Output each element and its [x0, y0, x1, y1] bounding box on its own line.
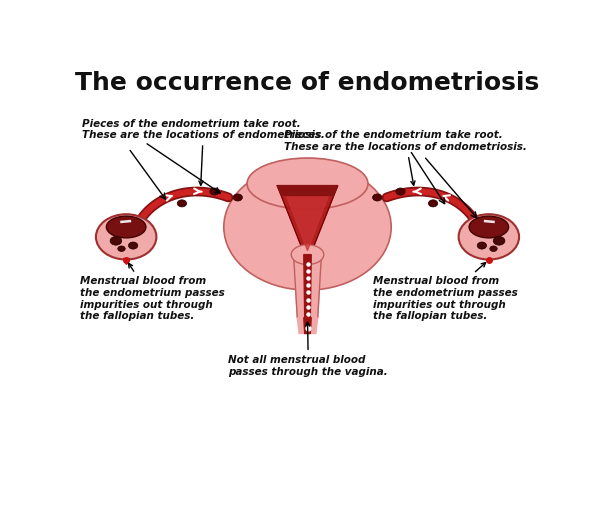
Polygon shape	[277, 186, 338, 252]
Ellipse shape	[210, 188, 219, 195]
Ellipse shape	[96, 214, 157, 260]
Ellipse shape	[477, 242, 487, 249]
Text: The occurrence of endometriosis: The occurrence of endometriosis	[76, 71, 539, 95]
Polygon shape	[304, 254, 311, 317]
Polygon shape	[277, 186, 338, 196]
Ellipse shape	[106, 216, 146, 238]
Ellipse shape	[128, 242, 138, 249]
Ellipse shape	[469, 216, 509, 238]
Ellipse shape	[118, 246, 125, 251]
Text: Pieces of the endometrium take root.
These are the locations of endometriosis.: Pieces of the endometrium take root. The…	[284, 131, 527, 185]
Ellipse shape	[493, 237, 505, 245]
Ellipse shape	[291, 245, 324, 265]
Polygon shape	[304, 317, 311, 333]
Ellipse shape	[396, 188, 405, 195]
Ellipse shape	[458, 214, 519, 260]
Ellipse shape	[247, 158, 368, 209]
Ellipse shape	[373, 194, 382, 201]
Ellipse shape	[224, 164, 391, 290]
Polygon shape	[293, 254, 322, 317]
Polygon shape	[284, 189, 331, 251]
Text: Menstrual blood from
the endometrium passes
impurities out through
the fallopian: Menstrual blood from the endometrium pas…	[80, 263, 224, 321]
Text: Not all menstrual blood
passes through the vagina.: Not all menstrual blood passes through t…	[229, 322, 388, 377]
Text: Pieces of the endometrium take root.
These are the locations of endometriosis.: Pieces of the endometrium take root. The…	[82, 119, 325, 185]
Ellipse shape	[428, 200, 438, 207]
Polygon shape	[297, 317, 318, 333]
Ellipse shape	[178, 200, 187, 207]
Text: Menstrual blood from
the endometrium passes
impurities out through
the fallopian: Menstrual blood from the endometrium pas…	[373, 263, 517, 321]
Ellipse shape	[110, 237, 122, 245]
Ellipse shape	[490, 246, 497, 251]
Ellipse shape	[233, 194, 242, 201]
